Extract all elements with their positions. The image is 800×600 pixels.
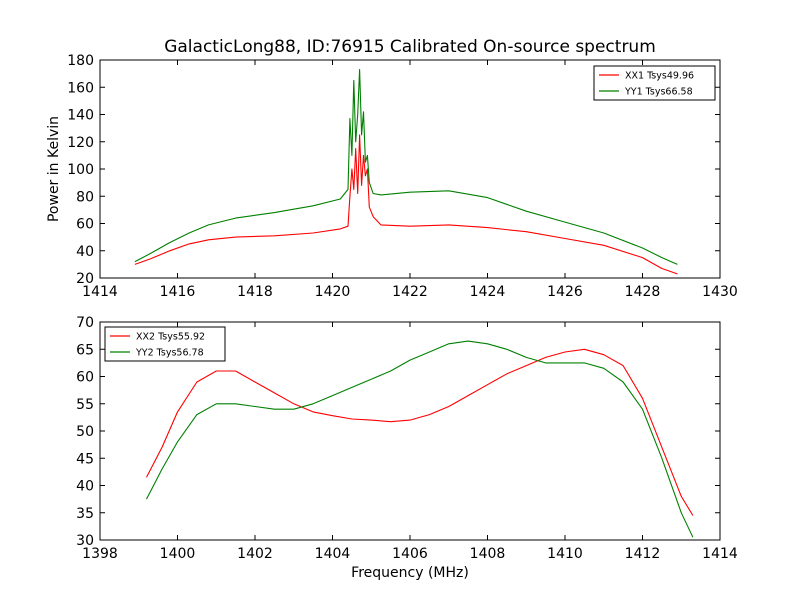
y-tick-label: 100 <box>67 162 94 178</box>
y-tick-label: 45 <box>76 451 94 467</box>
bottom-plot: 1398 1400 1402 1404 1406 1408 1410 1412 1414 30 35… <box>76 315 738 581</box>
y-tick-label: 20 <box>76 271 94 287</box>
legend-box <box>593 65 716 101</box>
x-tick-label: 1398 <box>82 546 118 562</box>
legend-label: XX2 Tsys55.92 <box>136 332 205 343</box>
y-tick-label: 140 <box>67 108 94 124</box>
x-tick-label: 1418 <box>237 284 273 300</box>
y-tick-label: 80 <box>76 189 94 205</box>
legend-box <box>104 326 226 362</box>
legend: XX2 Tsys55.92 YY2 Tsys56.78 <box>104 326 226 362</box>
x-tick-label: 1414 <box>82 284 118 300</box>
x-tick-label: 1408 <box>470 546 506 562</box>
y-tick-label: 55 <box>76 397 94 413</box>
x-tick-label: 1424 <box>470 284 506 300</box>
y-tick-label: 50 <box>76 424 94 440</box>
y-tick-label: 60 <box>76 370 94 386</box>
x-tick-label: 1410 <box>547 546 583 562</box>
series-line-1 <box>134 134 678 275</box>
x-axis-label: Frequency (MHz) <box>351 565 469 581</box>
y-tick-label: 65 <box>76 342 94 358</box>
y-tick-label: 40 <box>76 479 94 495</box>
x-tick-label: 1416 <box>160 284 196 300</box>
series-line-2 <box>146 340 694 538</box>
y-tick-label: 40 <box>76 244 94 260</box>
x-tick-label: 1402 <box>237 546 273 562</box>
legend-label: YY1 Tsys66.58 <box>624 87 693 98</box>
x-tick-label: 1406 <box>392 546 428 562</box>
top-plot: 1414 1416 1418 1420 1422 1424 1426 1428 1430 20 40… <box>46 53 738 300</box>
legend-label: XX1 Tsys49.96 <box>625 71 694 82</box>
x-tick-label: 1404 <box>315 546 351 562</box>
x-tick-label: 1428 <box>625 284 661 300</box>
y-tick-label: 180 <box>67 53 94 69</box>
x-tick-label: 1414 <box>702 546 738 562</box>
x-tick-label: 1430 <box>702 284 738 300</box>
x-tick-label: 1420 <box>315 284 351 300</box>
legend: XX1 Tsys49.96 YY1 Tsys66.58 <box>593 65 716 101</box>
y-tick-label: 70 <box>76 315 94 331</box>
x-tick-label: 1422 <box>392 284 428 300</box>
y-tick-label: 160 <box>67 80 94 96</box>
series-line-1 <box>146 348 694 516</box>
y-tick-label: 60 <box>76 217 94 233</box>
x-tick-label: 1400 <box>160 546 196 562</box>
y-tick-label: 35 <box>76 506 94 522</box>
legend-label: YY2 Tsys56.78 <box>135 348 204 359</box>
y-tick-label: 30 <box>76 533 94 549</box>
chart-title: GalacticLong88, ID:76915 Calibrated On-s… <box>164 37 656 57</box>
y-tick-label: 120 <box>67 135 94 151</box>
x-tick-label: 1412 <box>625 546 661 562</box>
x-tick-label: 1426 <box>547 284 583 300</box>
series-line-2 <box>134 68 678 265</box>
y-axis-label: Power in Kelvin <box>46 116 62 222</box>
